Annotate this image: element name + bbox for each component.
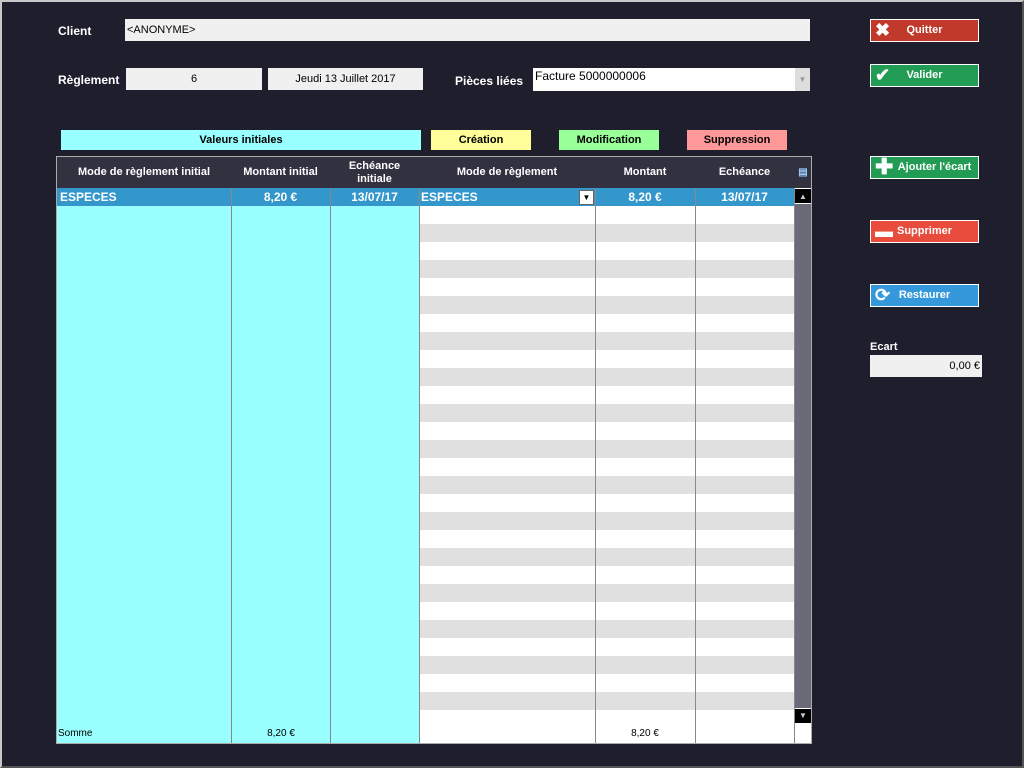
legend-suppression: Suppression (687, 130, 787, 150)
table-row-empty[interactable] (419, 296, 794, 314)
table-row-empty[interactable] (419, 206, 794, 224)
legend-creation: Création (431, 130, 531, 150)
divider (794, 188, 795, 743)
table-row-empty[interactable] (419, 476, 794, 494)
table-row-empty[interactable] (419, 656, 794, 674)
refresh-icon: ⟳ (875, 285, 891, 305)
legend-initial: Valeurs initiales (61, 130, 421, 150)
table-row-empty[interactable] (419, 386, 794, 404)
table-row-empty[interactable] (419, 674, 794, 692)
mode-dropdown-icon[interactable]: ▼ (579, 190, 594, 205)
table-rows (419, 206, 794, 724)
ecart-field: 0,00 € (870, 355, 982, 377)
chevron-down-icon[interactable]: ▼ (795, 68, 810, 91)
close-icon: ✖ (875, 20, 891, 40)
valider-button[interactable]: ✔ Valider (870, 64, 979, 87)
pieces-value: Facture 5000000006 (535, 69, 646, 83)
divider (419, 188, 420, 743)
column-menu-icon[interactable]: ▤ (794, 157, 811, 188)
table-row-empty[interactable] (419, 404, 794, 422)
restaurer-button[interactable]: ⟳ Restaurer (870, 284, 979, 307)
table-row-empty[interactable] (419, 278, 794, 296)
table-row-empty[interactable] (419, 242, 794, 260)
table-row-empty[interactable] (419, 422, 794, 440)
cell-montant-initial: 8,20 € (263, 190, 298, 204)
table-row-empty[interactable] (419, 548, 794, 566)
reglement-number-field[interactable]: 6 (126, 68, 262, 90)
initial-values-area (57, 188, 419, 724)
table-row-empty[interactable] (419, 458, 794, 476)
divider (330, 188, 331, 743)
col-header-mode[interactable]: Mode de règlement (419, 157, 595, 188)
legend-modification: Modification (559, 130, 659, 150)
restaurer-label: Restaurer (898, 289, 951, 301)
divider (231, 188, 232, 743)
col-header-echeance[interactable]: Echéance (695, 157, 794, 188)
table-row-empty[interactable] (419, 350, 794, 368)
client-field[interactable]: <ANONYME> (125, 19, 810, 41)
table-row-empty[interactable] (419, 368, 794, 386)
supprimer-button[interactable]: ▬ Supprimer (870, 220, 979, 243)
ajouter-ecart-button[interactable]: ✚ Ajouter l'écart (870, 156, 979, 179)
supprimer-label: Supprimer (896, 225, 952, 237)
col-header-montant[interactable]: Montant (595, 157, 695, 188)
valider-label: Valider (906, 69, 943, 81)
quitter-label: Quitter (906, 24, 943, 36)
pieces-select[interactable]: Facture 5000000006 ▼ (533, 68, 810, 91)
pieces-label: Pièces liées (455, 74, 524, 88)
divider (695, 188, 696, 743)
plus-icon: ✚ (875, 154, 894, 179)
table-row-empty[interactable] (419, 710, 794, 724)
ecart-label: Ecart (870, 341, 898, 353)
reglement-table: Mode de règlement initial Montant initia… (56, 156, 812, 744)
table-row-empty[interactable] (419, 620, 794, 638)
footer-montant-initial: 8,20 € (232, 724, 330, 743)
table-row-empty[interactable] (419, 638, 794, 656)
reglement-date-field[interactable]: Jeudi 13 Juillet 2017 (268, 68, 423, 90)
scroll-down-icon[interactable]: ▼ (794, 708, 811, 724)
cell-echeance[interactable]: 13/07/17 (721, 190, 768, 204)
cell-mode-initial: ESPECES (60, 190, 117, 204)
footer-empty (331, 724, 419, 743)
table-row-empty[interactable] (419, 584, 794, 602)
table-row-empty[interactable] (419, 314, 794, 332)
minus-icon: ▬ (875, 221, 893, 241)
quitter-button[interactable]: ✖ Quitter (870, 19, 979, 42)
cell-mode[interactable]: ESPECES (421, 190, 478, 204)
table-row-empty[interactable] (419, 602, 794, 620)
table-row-empty[interactable] (419, 566, 794, 584)
table-row-empty[interactable] (419, 692, 794, 710)
col-header-echeance-initiale[interactable]: Echéance initiale (330, 157, 419, 188)
table-row-empty[interactable] (419, 440, 794, 458)
table-row-empty[interactable] (419, 224, 794, 242)
table-row-empty[interactable] (419, 494, 794, 512)
ajouter-label: Ajouter l'écart (897, 161, 972, 173)
footer-somme-label: Somme (57, 724, 231, 743)
cell-echeance-initiale: 13/07/17 (351, 190, 398, 204)
reglement-label: Règlement (58, 73, 120, 87)
client-label: Client (58, 24, 92, 38)
cell-montant[interactable]: 8,20 € (628, 190, 662, 204)
footer-montant: 8,20 € (631, 728, 659, 739)
table-row-empty[interactable] (419, 530, 794, 548)
table-row-empty[interactable] (419, 332, 794, 350)
table-row-empty[interactable] (419, 512, 794, 530)
check-icon: ✔ (875, 65, 891, 85)
col-header-mode-initial[interactable]: Mode de règlement initial (57, 157, 231, 188)
col-header-montant-initial[interactable]: Montant initial (231, 157, 330, 188)
scroll-up-icon[interactable]: ▲ (794, 188, 811, 204)
table-row-selected[interactable]: ESPECES 8,20 € 13/07/17 ESPECES ▼ 8,20 €… (57, 188, 794, 206)
divider (595, 188, 596, 743)
vertical-scrollbar[interactable]: ▲ ▼ (794, 188, 811, 724)
table-row-empty[interactable] (419, 260, 794, 278)
